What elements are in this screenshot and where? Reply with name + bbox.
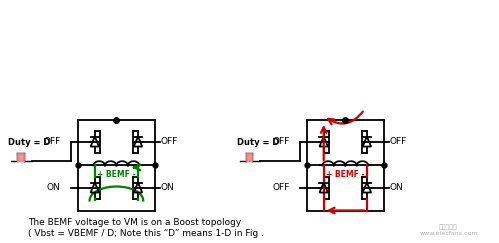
Bar [16, 153, 23, 161]
Text: ON: ON [160, 183, 174, 192]
Text: OFF: OFF [43, 137, 60, 146]
Text: + BEMF -: + BEMF - [97, 171, 136, 180]
Text: + BEMF -: + BEMF - [326, 171, 365, 180]
Text: The BEMF voltage to VM is on a Boost topology: The BEMF voltage to VM is on a Boost top… [28, 218, 242, 227]
Text: ( Vbst = VBEMF / D; Note this “D” means 1-D in Fig .: ( Vbst = VBEMF / D; Note this “D” means … [28, 229, 264, 238]
Text: OFF: OFF [272, 137, 289, 146]
Text: ON: ON [389, 183, 403, 192]
Text: OFF: OFF [272, 183, 289, 192]
Text: OFF: OFF [160, 137, 178, 146]
Text: ON: ON [47, 183, 60, 192]
Text: Duty = D: Duty = D [237, 138, 279, 147]
Bar [246, 153, 252, 161]
Text: OFF: OFF [389, 137, 406, 146]
Text: Duty = D: Duty = D [8, 138, 50, 147]
Text: 电子发烧友
www.elecfans.com: 电子发烧友 www.elecfans.com [419, 224, 478, 235]
